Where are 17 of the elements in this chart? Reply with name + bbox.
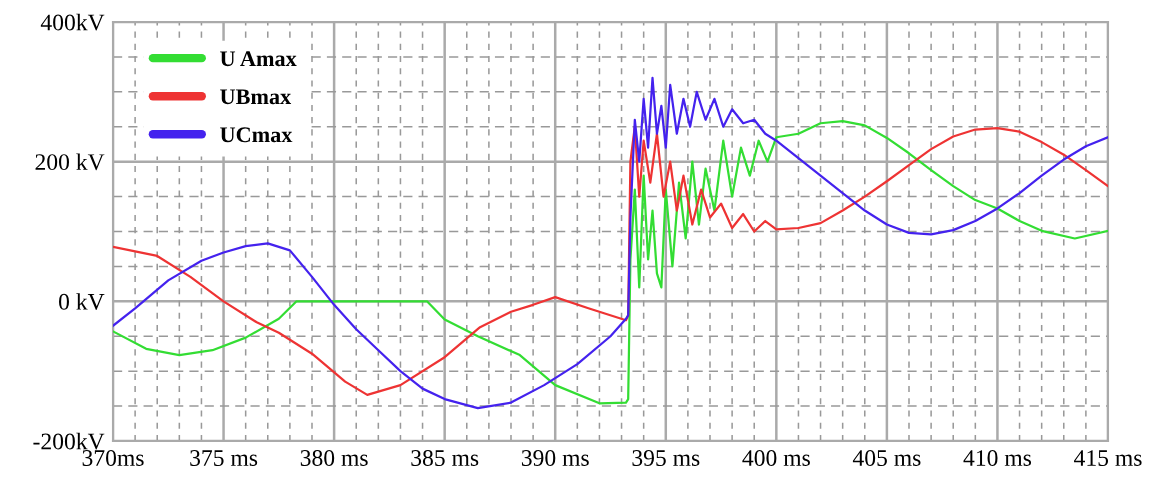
legend-label: UCmax (220, 127, 293, 143)
x-tick-label: 405 ms (852, 450, 921, 466)
y-tick-label: 0 kV (59, 293, 105, 310)
y-tick-label: -200kV (33, 432, 105, 450)
x-tick-label: 380 ms (300, 450, 368, 466)
x-tick-label: 375 ms (190, 450, 258, 466)
x-tick-label: 395 ms (632, 450, 700, 466)
x-tick-label: 385 ms (411, 450, 479, 466)
x-tick-label: 400 ms (742, 450, 810, 466)
x-tick-label: 410 ms (963, 450, 1032, 466)
x-tick-label: 415 ms (1074, 450, 1142, 466)
legend-label: U Amax (220, 51, 297, 67)
legend-label: UBmax (220, 89, 292, 105)
y-tick-label: 400kV (40, 13, 105, 31)
x-tick-label: 390 ms (521, 450, 589, 466)
x-tick-label: 370ms (82, 450, 144, 466)
y-tick-label: 200 kV (35, 153, 105, 171)
